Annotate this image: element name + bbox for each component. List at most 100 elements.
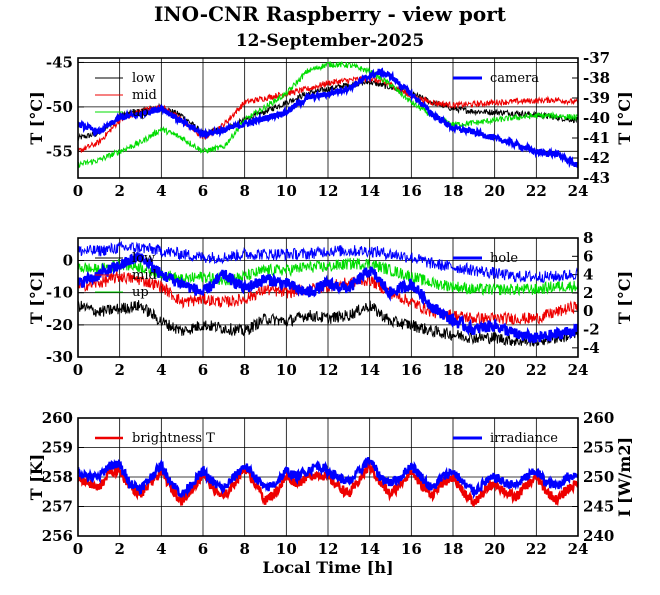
panel-bottom: 0 2 4 6 8 10 12 14 16 18 20 22 242602592582572562602… — [27, 409, 634, 577]
series-line-low — [78, 300, 578, 347]
legend-label: irradiance — [490, 431, 558, 446]
y2-tick-label: -42 — [583, 149, 610, 167]
x-tick-label: 24 — [568, 540, 589, 558]
x-tick-label: 12 — [318, 182, 339, 200]
y2-tick-label: 6 — [583, 247, 593, 265]
legend-label: low — [132, 71, 155, 86]
x-tick-label: 2 — [114, 182, 124, 200]
y2-tick-label: -4 — [583, 339, 600, 357]
y-tick-label: 256 — [42, 527, 73, 545]
y2-tick-label: -38 — [583, 69, 610, 87]
y2-tick-label: 240 — [583, 527, 614, 545]
x-tick-label: 4 — [156, 540, 166, 558]
panel-top: 0 2 4 6 8 10 12 14 16 18 20 22 24-45-50-55-37-38-39-… — [27, 49, 634, 200]
legend-label: mid — [132, 268, 157, 283]
x-tick-label: 22 — [526, 182, 547, 200]
x-tick-label: 14 — [359, 182, 380, 200]
y-tick-label: -55 — [46, 142, 73, 160]
legend-label: up — [132, 105, 149, 120]
y2-tick-label: -40 — [583, 109, 610, 127]
y-tick-label: -10 — [46, 284, 73, 302]
plot-frame — [77, 237, 579, 358]
x-tick-label: 10 — [276, 540, 297, 558]
legend-label: low — [132, 251, 155, 266]
x-tick-label: 0 — [73, 540, 83, 558]
x-tick-label: 14 — [359, 540, 380, 558]
x-tick-label: 2 — [114, 540, 124, 558]
legend-label: camera — [490, 71, 539, 86]
series-line-hole — [78, 251, 578, 344]
x-tick-label: 0 — [73, 182, 83, 200]
chart-subtitle: 12-September-2025 — [236, 31, 424, 51]
y2-tick-label: 250 — [583, 468, 614, 486]
x-tick-label: 18 — [443, 361, 464, 379]
x-tick-label: 12 — [318, 361, 339, 379]
x-tick-label: 16 — [401, 182, 422, 200]
x-tick-label: 8 — [239, 361, 249, 379]
x-axis-label: Local Time [h] — [262, 558, 393, 577]
series-line-unnamed — [78, 240, 578, 283]
y-tick-label: 258 — [42, 468, 73, 486]
y-tick-label: 0 — [63, 252, 73, 270]
series-line-irradiance — [78, 457, 578, 500]
y2-tick-label: 2 — [583, 284, 593, 302]
x-tick-label: 16 — [401, 361, 422, 379]
y-tick-label: -50 — [46, 98, 73, 116]
legend-label: up — [132, 285, 149, 300]
x-tick-label: 20 — [484, 182, 505, 200]
y-tick-label: 260 — [42, 409, 73, 427]
y2-tick-label: -43 — [583, 169, 610, 187]
x-tick-label: 18 — [443, 182, 464, 200]
x-tick-label: 16 — [401, 540, 422, 558]
plot-frame — [77, 417, 579, 537]
series-line-up — [78, 257, 578, 297]
legend-label: mid — [132, 88, 157, 103]
series-line-camera — [78, 67, 578, 169]
x-tick-label: 6 — [198, 540, 208, 558]
y-axis-label: T [°C] — [27, 91, 46, 144]
x-tick-label: 8 — [239, 182, 249, 200]
x-tick-label: 6 — [198, 361, 208, 379]
series-group — [78, 457, 578, 508]
x-tick-label: 14 — [359, 361, 380, 379]
y2-axis-label: T [°C] — [615, 271, 634, 324]
x-tick-label: 22 — [526, 540, 547, 558]
chart-title: INO-CNR Raspberry - view port — [154, 2, 507, 26]
y2-tick-label: 260 — [583, 409, 614, 427]
y2-tick-label: 255 — [583, 439, 614, 457]
y2-tick-label: 4 — [583, 266, 593, 284]
plot-frame — [77, 57, 579, 179]
y2-tick-label: -37 — [583, 49, 610, 67]
y-tick-label: 259 — [42, 439, 73, 457]
series-line-mid — [78, 271, 578, 326]
x-tick-label: 10 — [276, 182, 297, 200]
x-tick-label: 0 — [73, 361, 83, 379]
y-axis-label: T [°C] — [27, 271, 46, 324]
x-tick-label: 22 — [526, 361, 547, 379]
x-tick-label: 8 — [239, 540, 249, 558]
x-tick-label: 18 — [443, 540, 464, 558]
y-axis-label: T [K] — [27, 454, 46, 501]
y2-axis-label: I [W/m2] — [615, 437, 634, 517]
x-tick-label: 20 — [484, 540, 505, 558]
legend-label: hole — [490, 251, 518, 266]
y-tick-label: 257 — [42, 498, 73, 516]
x-tick-label: 4 — [156, 361, 166, 379]
legend-label: brightness T — [132, 431, 215, 446]
x-tick-label: 2 — [114, 361, 124, 379]
x-tick-label: 4 — [156, 182, 166, 200]
x-tick-label: 20 — [484, 361, 505, 379]
panel-middle: 0 2 4 6 8 10 12 14 16 18 20 22 240-10-20-3086420-2-4… — [27, 229, 634, 379]
series-group — [78, 240, 578, 347]
panels: 0 2 4 6 8 10 12 14 16 18 20 22 24-45-50-55-37-38-39-… — [27, 49, 634, 577]
series-line-up — [78, 61, 578, 169]
x-tick-label: 24 — [568, 361, 589, 379]
x-tick-label: 10 — [276, 361, 297, 379]
series-group — [78, 61, 578, 169]
x-tick-label: 6 — [198, 182, 208, 200]
x-tick-label: 12 — [318, 540, 339, 558]
y2-tick-label: 8 — [583, 229, 593, 247]
y-tick-label: -30 — [46, 348, 73, 366]
y2-tick-label: 0 — [583, 302, 593, 320]
